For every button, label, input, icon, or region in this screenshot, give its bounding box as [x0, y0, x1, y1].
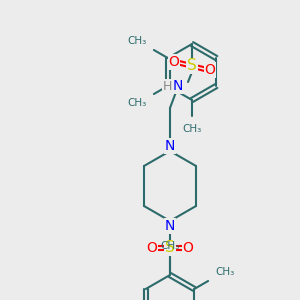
- Text: S: S: [165, 241, 175, 256]
- Text: N: N: [165, 139, 175, 153]
- Text: CH₃: CH₃: [182, 124, 202, 134]
- Text: CH₃: CH₃: [128, 98, 147, 108]
- Text: O: O: [183, 241, 194, 255]
- Text: O: O: [205, 63, 215, 77]
- Text: CH₃: CH₃: [128, 36, 147, 46]
- Text: N: N: [165, 219, 175, 233]
- Text: H: H: [162, 80, 172, 92]
- Text: CH₃: CH₃: [160, 241, 180, 251]
- Text: O: O: [147, 241, 158, 255]
- Text: O: O: [169, 55, 179, 69]
- Text: CH₃: CH₃: [215, 267, 234, 277]
- Text: S: S: [187, 58, 197, 74]
- Text: N: N: [173, 79, 183, 93]
